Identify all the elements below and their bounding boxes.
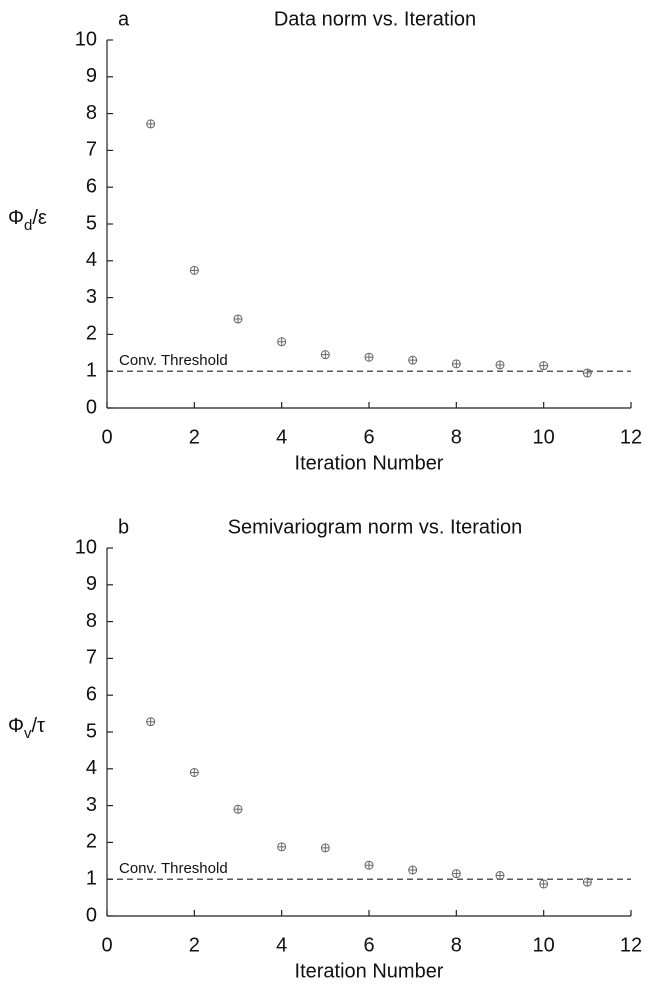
- point-cross: [190, 768, 199, 777]
- y-label-rest: /ε: [32, 207, 47, 229]
- point-cross: [452, 869, 461, 878]
- point: [189, 767, 199, 777]
- y-tick-label: 3: [86, 286, 97, 308]
- point: [189, 265, 199, 275]
- y-label-rest: /τ: [31, 715, 45, 737]
- point: [233, 804, 243, 814]
- point-cross: [234, 314, 242, 323]
- point-cross: [277, 337, 286, 346]
- y-tick-label: 10: [75, 28, 97, 50]
- x-tick-label: 4: [276, 934, 287, 956]
- point-cross: [146, 717, 155, 726]
- point-cross: [146, 119, 155, 128]
- point-cross: [190, 266, 199, 275]
- threshold-label: Conv. Threshold: [119, 352, 228, 369]
- point: [146, 119, 156, 129]
- y-tick-label: 8: [86, 102, 97, 124]
- point-cross: [496, 360, 504, 369]
- y-tick-label: 4: [86, 757, 97, 779]
- y-tick-label: 5: [86, 212, 97, 234]
- x-tick-label: 6: [363, 934, 374, 956]
- y-label-symbol: Φ: [8, 207, 24, 229]
- point: [277, 337, 287, 347]
- x-tick-label: 8: [451, 934, 462, 956]
- y-tick-label: 8: [86, 610, 97, 632]
- y-tick-label: 4: [86, 249, 97, 271]
- y-tick-label: 6: [86, 683, 97, 705]
- point-cross: [539, 879, 548, 888]
- point-cross: [583, 878, 592, 887]
- point: [539, 361, 549, 371]
- point: [320, 843, 330, 853]
- x-axis-label: Iteration Number: [295, 452, 444, 474]
- point: [582, 368, 592, 378]
- x-tick-label: 12: [620, 426, 642, 448]
- chart-title: Semivariogram norm vs. Iteration: [228, 516, 523, 538]
- y-label-symbol: Φ: [8, 715, 24, 737]
- point: [233, 314, 243, 324]
- y-tick-label: 0: [86, 396, 97, 418]
- point-cross: [365, 353, 373, 362]
- point-cross: [234, 805, 242, 814]
- y-tick-label: 2: [86, 323, 97, 345]
- x-tick-label: 10: [533, 934, 555, 956]
- point: [539, 879, 549, 889]
- y-tick-label: 5: [86, 720, 97, 742]
- y-tick-label: 1: [86, 867, 97, 889]
- y-axis-label: Φd/ε: [8, 207, 47, 234]
- y-tick-label: 0: [86, 904, 97, 926]
- point-cross: [321, 350, 330, 359]
- point: [146, 717, 156, 727]
- y-tick-label: 7: [86, 139, 97, 161]
- x-tick-label: 2: [189, 934, 200, 956]
- point-cross: [408, 356, 417, 365]
- y-label-sub: d: [24, 217, 32, 234]
- point-cross: [277, 842, 286, 851]
- y-tick-label: 9: [86, 573, 97, 595]
- point: [277, 842, 287, 852]
- point: [495, 871, 505, 881]
- x-tick-label: 0: [101, 426, 112, 448]
- chart-title: Data norm vs. Iteration: [274, 8, 476, 30]
- point: [364, 860, 374, 870]
- panel-label: b: [118, 516, 129, 538]
- x-tick-label: 8: [451, 426, 462, 448]
- y-tick-label: 10: [75, 536, 97, 558]
- y-tick-label: 3: [86, 794, 97, 816]
- point-cross: [539, 361, 548, 370]
- panel-label: a: [118, 8, 130, 30]
- point-cross: [321, 843, 330, 852]
- point-cross: [408, 866, 417, 874]
- y-axis-label: Φv/τ: [8, 715, 45, 742]
- y-tick-label: 7: [86, 647, 97, 669]
- threshold-label: Conv. Threshold: [119, 860, 228, 877]
- point: [451, 869, 461, 879]
- point-cross: [583, 369, 592, 378]
- point: [582, 877, 592, 887]
- y-tick-label: 6: [86, 175, 97, 197]
- x-tick-label: 10: [533, 426, 555, 448]
- x-tick-label: 4: [276, 426, 287, 448]
- point: [495, 360, 505, 370]
- point: [408, 355, 418, 365]
- x-tick-label: 0: [101, 934, 112, 956]
- point: [364, 352, 374, 362]
- x-tick-label: 12: [620, 934, 642, 956]
- point: [320, 350, 330, 360]
- y-tick-label: 2: [86, 831, 97, 853]
- point-cross: [452, 359, 461, 368]
- point-cross: [365, 861, 373, 870]
- y-tick-label: 9: [86, 65, 97, 87]
- y-tick-label: 1: [86, 359, 97, 381]
- x-tick-label: 2: [189, 426, 200, 448]
- y-label-sub: v: [24, 725, 32, 742]
- point: [451, 359, 461, 369]
- point-cross: [496, 871, 504, 880]
- x-axis-label: Iteration Number: [295, 960, 444, 982]
- x-tick-label: 6: [363, 426, 374, 448]
- point: [408, 865, 418, 875]
